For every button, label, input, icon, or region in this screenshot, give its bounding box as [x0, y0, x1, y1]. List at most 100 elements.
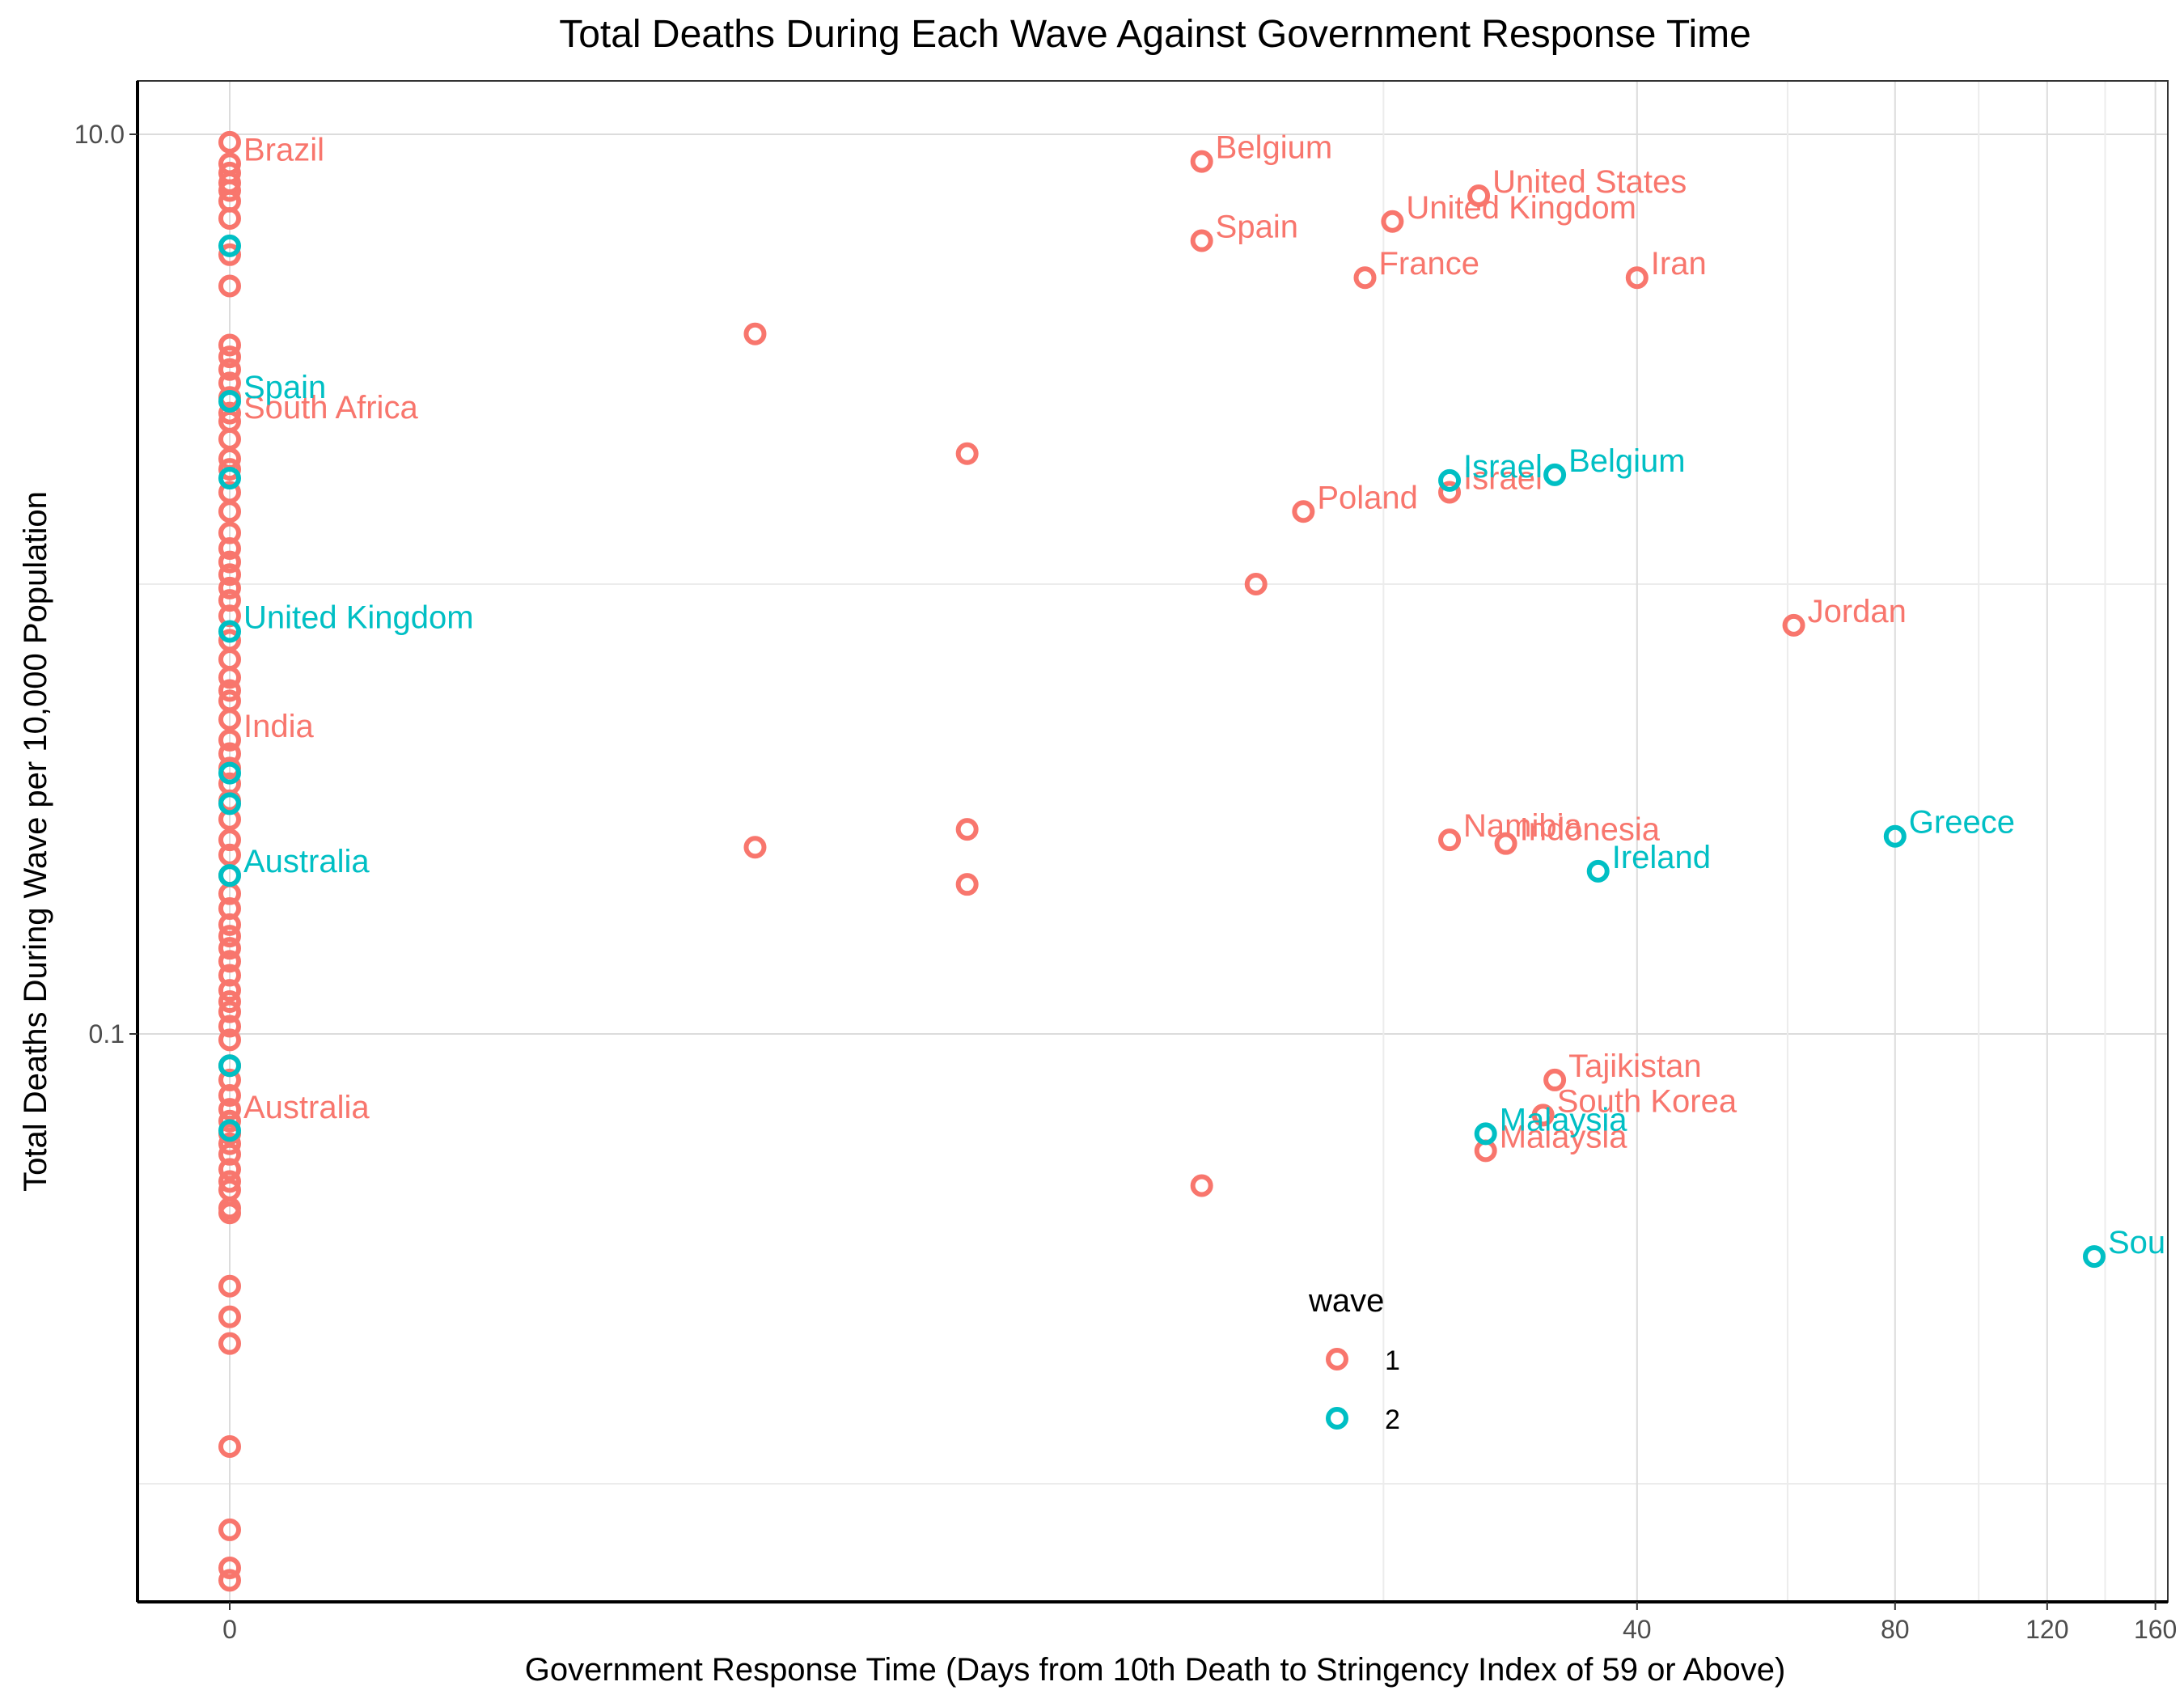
data-point-wave-1: [218, 708, 241, 731]
data-label: Australia: [243, 1090, 370, 1125]
data-points: [218, 130, 2106, 1592]
data-label: Belgium: [1568, 443, 1686, 479]
data-point-wave-1: [218, 937, 241, 960]
data-point-wave-1: [218, 179, 241, 202]
data-point-wave-2: [1474, 1122, 1497, 1146]
data-label: United States: [1492, 164, 1687, 200]
data-point-wave-1: [218, 1000, 241, 1023]
chart-title: Total Deaths During Each Wave Against Go…: [559, 13, 1751, 56]
data-label: South Africa: [243, 390, 418, 426]
data-point-wave-1: [218, 1028, 241, 1052]
data-point-wave-1: [218, 243, 241, 266]
data-point-wave-1: [218, 979, 241, 1002]
data-label: Sou: [2108, 1225, 2165, 1260]
axes: 0 40 80 120 160 0.1 10.0: [74, 80, 2177, 1644]
data-label: United Kingdom: [1406, 190, 1636, 226]
legend-key-wave-1: [1326, 1348, 1348, 1370]
data-point-wave-1: [1543, 1068, 1567, 1091]
data-point-wave-1: [218, 828, 241, 852]
data-point-wave-1: [218, 666, 241, 689]
data-label: Malaysia: [1500, 1119, 1628, 1154]
x-axis-title: Government Response Time (Days from 10th…: [525, 1652, 1786, 1688]
data-point-wave-1: [218, 950, 241, 973]
data-label: Tajikistan: [1568, 1048, 1702, 1084]
data-point-wave-1: [218, 1158, 241, 1181]
data-point-wave-2: [1586, 859, 1610, 883]
data-point-wave-2: [218, 234, 241, 257]
data-point-wave-1: [218, 913, 241, 936]
data-point-wave-1: [1353, 266, 1377, 290]
data-point-wave-1: [218, 333, 241, 357]
data-point-wave-1: [218, 458, 241, 481]
x-tick-label: 80: [1881, 1615, 1910, 1644]
data-point-wave-1: [218, 990, 241, 1014]
data-point-wave-1: [218, 536, 241, 560]
data-point-wave-2: [218, 620, 241, 643]
x-tick-label: 0: [222, 1615, 237, 1644]
data-point-wave-1: [1782, 613, 1805, 637]
data-label: Greece: [1909, 805, 2015, 841]
data-label: India: [243, 709, 314, 744]
data-label: Israel: [1463, 449, 1543, 485]
data-point-wave-1: [218, 728, 241, 752]
data-point-wave-1: [218, 576, 241, 599]
data-label: Indonesia: [1520, 812, 1661, 848]
data-label: Spain: [1216, 210, 1298, 245]
data-label: United Kingdom: [243, 599, 474, 635]
data-label: Israel: [1463, 461, 1543, 497]
data-point-wave-2: [218, 864, 241, 888]
data-point-wave-1: [955, 442, 979, 465]
data-point-wave-1: [218, 1015, 241, 1038]
data-label: South Korea: [1557, 1083, 1737, 1119]
data-point-wave-1: [1190, 1174, 1213, 1197]
data-point-wave-1: [218, 1557, 241, 1580]
data-point-wave-1: [218, 925, 241, 948]
data-point-wave-1: [218, 274, 241, 298]
data-point-wave-1: [1467, 184, 1491, 207]
data-label: Spain: [243, 370, 326, 405]
data-label: Ireland: [1612, 840, 1711, 875]
legend-label: 1: [1385, 1345, 1400, 1376]
data-point-wave-2: [1883, 824, 1907, 848]
data-point-wave-1: [218, 358, 241, 381]
data-point-wave-1: [1190, 229, 1213, 252]
data-point-wave-1: [955, 818, 979, 841]
data-point-wave-1: [218, 563, 241, 587]
data-point-wave-1: [218, 1132, 241, 1155]
data-label: Belgium: [1216, 130, 1333, 166]
data-point-wave-1: [218, 1434, 241, 1458]
x-tick-label: 160: [2134, 1615, 2177, 1644]
y-tick-label: 10.0: [74, 120, 125, 149]
data-point-wave-1: [218, 1083, 241, 1107]
data-point-wave-2: [1543, 463, 1567, 486]
data-label: Poland: [1317, 480, 1418, 515]
data-point-wave-1: [218, 207, 241, 231]
data-point-wave-2: [218, 792, 241, 815]
data-point-wave-1: [218, 1569, 241, 1592]
data-point-wave-1: [218, 1518, 241, 1541]
data-point-wave-1: [218, 843, 241, 866]
data-point-wave-1: [218, 1201, 241, 1225]
y-axis-title: Total Deaths During Wave per 10,000 Popu…: [18, 491, 53, 1192]
y-tick-label: 0.1: [89, 1019, 125, 1048]
data-label: Malaysia: [1500, 1102, 1628, 1137]
legend-label: 2: [1385, 1404, 1400, 1435]
data-point-wave-1: [218, 130, 241, 154]
data-point-wave-2: [1438, 468, 1462, 492]
x-tick-label: 40: [1623, 1615, 1652, 1644]
data-label: Namibia: [1463, 808, 1582, 844]
data-label: Australia: [243, 844, 370, 879]
data-point-wave-1: [218, 964, 241, 987]
data-point-wave-1: [1438, 828, 1462, 852]
data-point-wave-1: [1438, 481, 1462, 504]
data-point-wave-1: [218, 1305, 241, 1328]
data-point-wave-2: [218, 1054, 241, 1078]
data-label: France: [1379, 246, 1480, 282]
data-point-wave-1: [218, 401, 241, 425]
data-point-wave-1: [743, 322, 767, 345]
data-point-wave-1: [218, 550, 241, 574]
data-point-wave-2: [2083, 1245, 2106, 1269]
data-point-wave-1: [1190, 150, 1213, 173]
